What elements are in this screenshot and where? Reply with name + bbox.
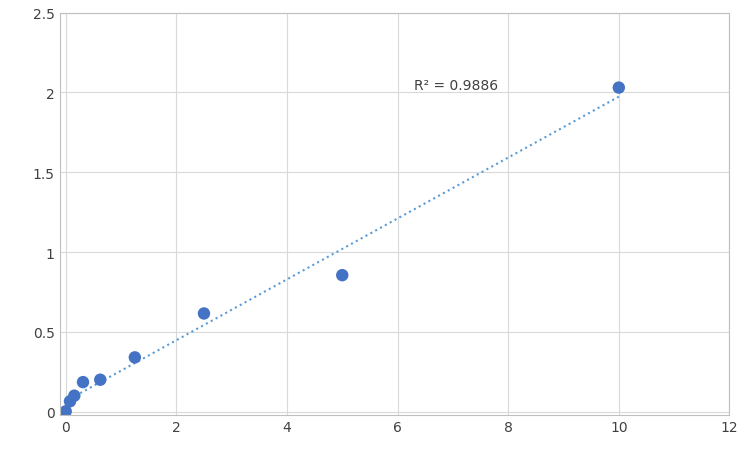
- Point: [68, 392, 80, 400]
- Point: [613, 85, 625, 92]
- Point: [336, 272, 348, 279]
- Point: [59, 408, 71, 415]
- Point: [129, 354, 141, 361]
- Text: R² = 0.9886: R² = 0.9886: [414, 79, 499, 93]
- Point: [94, 376, 106, 383]
- Point: [198, 310, 210, 318]
- Point: [77, 379, 89, 386]
- Point: [64, 398, 76, 405]
